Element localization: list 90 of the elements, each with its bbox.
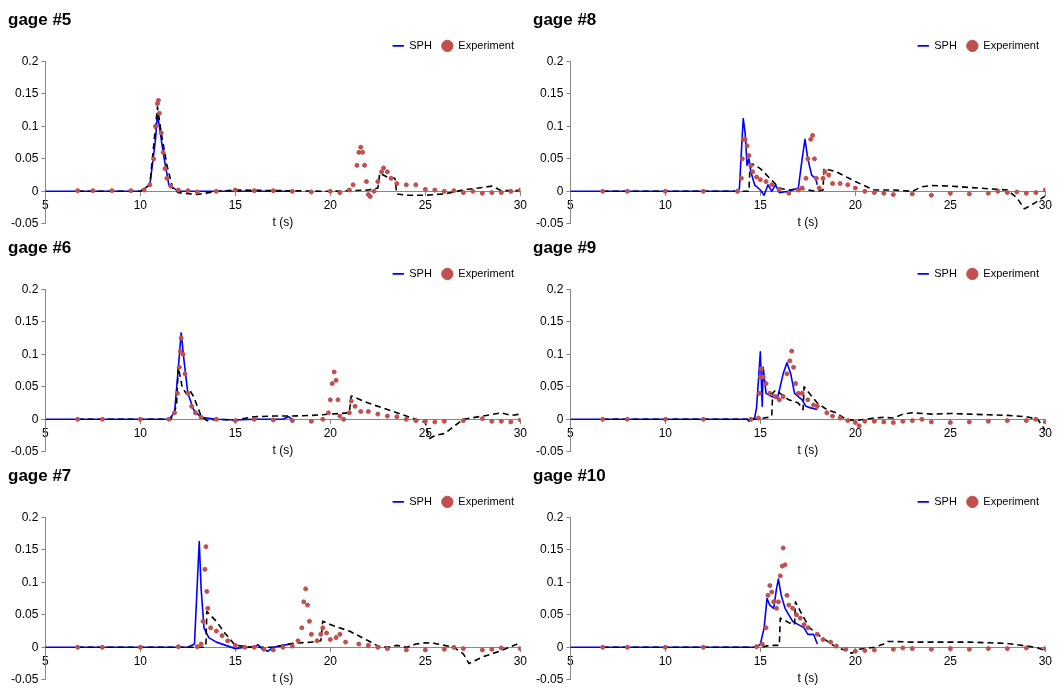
x-tick-label: 30 (1038, 197, 1053, 212)
chart-title: gage #5 (8, 9, 72, 29)
y-tick-label: 0.05 (539, 379, 564, 394)
y-tick-label: -0.05 (10, 444, 39, 459)
y-tick-label: 0 (556, 639, 564, 654)
y-tick-label: 0.1 (546, 574, 564, 589)
legend-label: Experiment (458, 38, 515, 51)
chart-title: gage #8 (533, 9, 597, 29)
y-tick-label: -0.05 (10, 216, 39, 231)
chart-title: gage #10 (533, 465, 606, 485)
legend-label: SPH (934, 38, 957, 51)
y-tick-label: 0.1 (21, 118, 39, 133)
legend-label: Experiment (983, 38, 1040, 51)
chart-title: gage #6 (8, 237, 72, 257)
x-tick-label: 25 (943, 197, 958, 212)
y-tick-label: 0.05 (539, 151, 564, 166)
y-tick-label: 0.05 (14, 151, 39, 166)
legend-label: Experiment (983, 494, 1040, 507)
legend-label: SPH (409, 266, 432, 279)
x-tick-label: 30 (513, 653, 528, 668)
y-tick-label: 0.15 (14, 314, 39, 329)
legend-label: SPH (934, 266, 957, 279)
x-tick-label: 10 (133, 197, 148, 212)
legend-label: SPH (934, 494, 957, 507)
y-tick-label: 0.15 (539, 86, 564, 101)
x-tick-label: 15 (228, 653, 243, 668)
x-tick-label: 25 (418, 425, 433, 440)
x-tick-label: 15 (753, 197, 768, 212)
x-axis-title: t (s) (272, 215, 294, 230)
x-tick-label: 20 (848, 197, 863, 212)
x-tick-label: 30 (1038, 425, 1053, 440)
y-tick-label: 0 (31, 639, 39, 654)
x-tick-label: 15 (753, 653, 768, 668)
legend-label: Experiment (458, 494, 515, 507)
x-tick-label: 20 (323, 197, 338, 212)
x-tick-label: 30 (513, 197, 528, 212)
y-tick-label: 0.05 (14, 379, 39, 394)
x-tick-label: 20 (848, 653, 863, 668)
y-tick-label: 0.2 (546, 281, 564, 296)
y-tick-label: 0.15 (14, 542, 39, 557)
x-axis-title: t (s) (797, 215, 819, 230)
legend-label: Experiment (458, 266, 515, 279)
y-tick-label: 0.1 (546, 346, 564, 361)
y-tick-label: -0.05 (535, 444, 564, 459)
y-tick-label: -0.05 (535, 672, 564, 687)
x-tick-label: 20 (323, 425, 338, 440)
y-tick-label: 0.2 (21, 281, 39, 296)
legend-label: SPH (409, 494, 432, 507)
y-tick-label: 0 (31, 183, 39, 198)
legend-label: Experiment (983, 266, 1040, 279)
chart-title: gage #7 (8, 465, 72, 485)
x-tick-label: 25 (418, 197, 433, 212)
y-tick-label: -0.05 (10, 672, 39, 687)
y-tick-label: 0.05 (14, 607, 39, 622)
x-axis-title: t (s) (272, 443, 294, 458)
y-tick-label: 0.2 (546, 509, 564, 524)
x-tick-label: 10 (133, 425, 148, 440)
y-tick-label: 0.05 (539, 607, 564, 622)
y-tick-label: 0.15 (539, 314, 564, 329)
x-tick-label: 10 (658, 197, 673, 212)
x-tick-label: 20 (323, 653, 338, 668)
y-tick-label: 0 (556, 183, 564, 198)
x-tick-label: 10 (133, 653, 148, 668)
x-tick-label: 15 (753, 425, 768, 440)
x-tick-label: 15 (228, 425, 243, 440)
x-tick-label: 25 (943, 425, 958, 440)
y-tick-label: 0.15 (539, 542, 564, 557)
y-tick-label: 0.1 (546, 118, 564, 133)
x-tick-label: 15 (228, 197, 243, 212)
y-tick-label: 0 (31, 411, 39, 426)
y-tick-label: 0.15 (14, 86, 39, 101)
x-tick-label: 25 (418, 653, 433, 668)
y-tick-label: 0.2 (546, 53, 564, 68)
y-tick-label: 0.2 (21, 53, 39, 68)
chart-title: gage #9 (533, 237, 597, 257)
y-tick-label: 0.2 (21, 509, 39, 524)
y-tick-label: 0 (556, 411, 564, 426)
y-tick-label: 0.1 (21, 346, 39, 361)
x-tick-label: 10 (658, 425, 673, 440)
x-tick-label: 30 (1038, 653, 1053, 668)
x-tick-label: 10 (658, 653, 673, 668)
x-tick-label: 20 (848, 425, 863, 440)
x-tick-label: 25 (943, 653, 958, 668)
y-tick-label: 0.1 (21, 574, 39, 589)
y-tick-label: -0.05 (535, 216, 564, 231)
legend-label: SPH (409, 38, 432, 51)
x-axis-title: t (s) (272, 671, 294, 686)
x-axis-title: t (s) (797, 443, 819, 458)
x-axis-title: t (s) (797, 671, 819, 686)
x-tick-label: 30 (513, 425, 528, 440)
